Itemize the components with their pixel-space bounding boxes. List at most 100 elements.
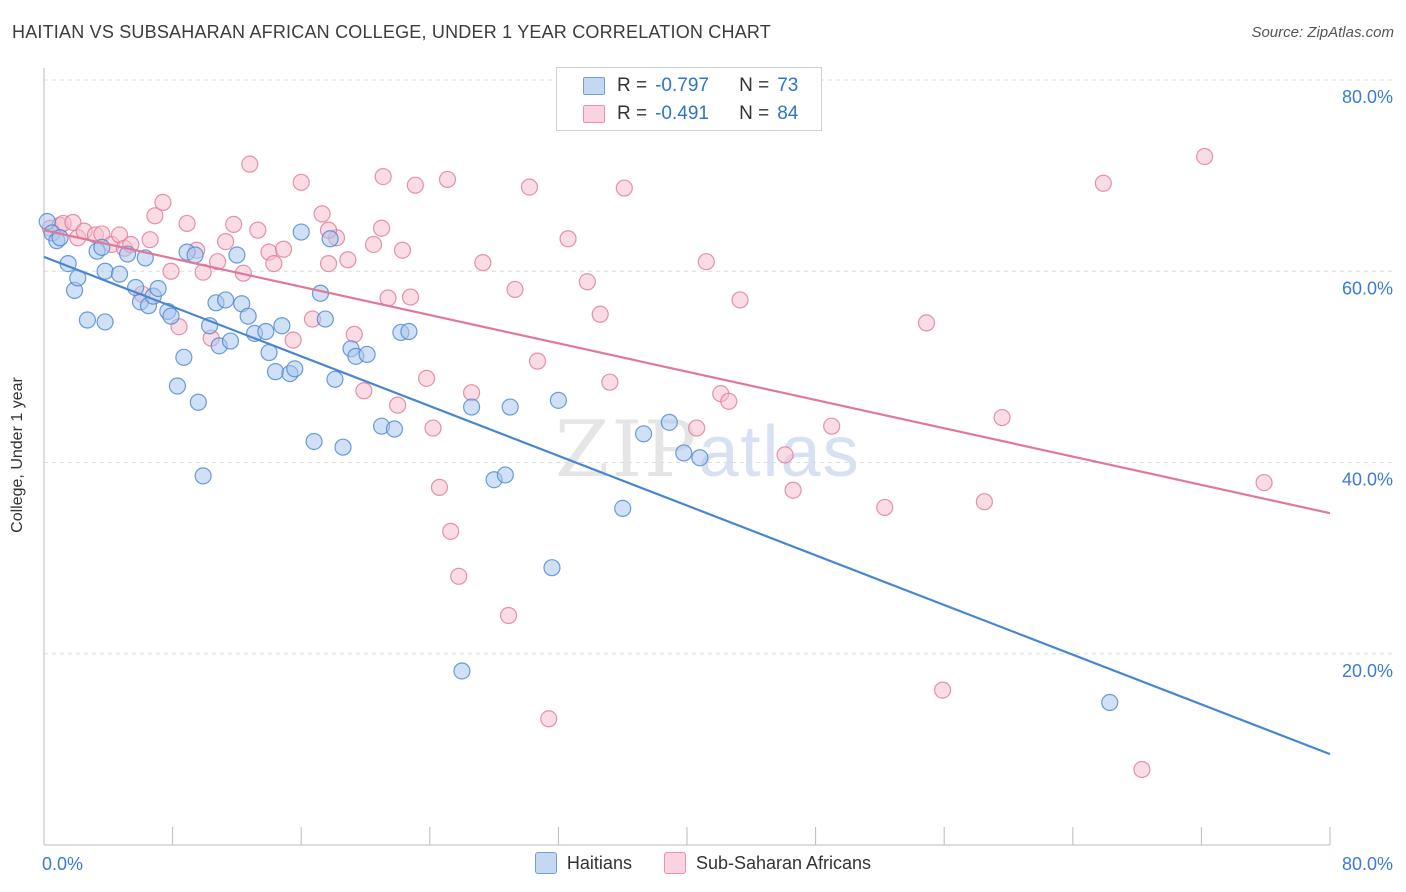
haitian-point: [292, 223, 310, 241]
legend-swatch-haitians: [534, 852, 557, 874]
haitian-point: [385, 420, 404, 438]
subsaharan-point: [917, 314, 936, 332]
subsaharan-point: [249, 221, 267, 239]
subsaharan-point: [591, 305, 609, 323]
haitian-point: [501, 398, 519, 416]
subsaharan-point: [154, 193, 172, 211]
haitian-point: [549, 391, 568, 409]
subsaharan-point: [1133, 760, 1151, 779]
subsaharan-point: [209, 253, 227, 271]
haitian-point: [273, 317, 291, 335]
subsaharan-point: [313, 205, 331, 223]
subsaharan-point: [697, 253, 715, 271]
subsaharan-point: [528, 352, 547, 370]
subsaharan-point: [499, 606, 518, 625]
haitian-point: [1101, 693, 1119, 712]
haitian-point: [634, 425, 653, 443]
legend-swatch-subsaharan: [583, 105, 605, 123]
haitian-point: [78, 311, 97, 329]
subsaharan-point: [474, 254, 492, 272]
subsaharan-point: [578, 273, 596, 291]
subsaharan-point: [274, 240, 293, 258]
subsaharan-point: [615, 179, 633, 197]
haitian-point: [266, 363, 285, 381]
source-label: Source: ZipAtlas.com: [1251, 24, 1394, 41]
subsaharan-point: [823, 417, 841, 435]
subsaharan-point: [933, 681, 952, 699]
haitian-point: [321, 230, 339, 248]
subsaharan-point: [355, 382, 373, 400]
subsaharan-point: [1094, 174, 1112, 192]
legend-item-subsaharan[interactable]: Sub-Saharan Africans: [663, 852, 872, 874]
subsaharan-point: [339, 251, 357, 269]
subsaharan-point: [241, 155, 259, 173]
subsaharan-point: [225, 215, 243, 233]
subsaharan-point: [442, 522, 460, 540]
haitian-point: [110, 265, 129, 283]
haitian-point: [257, 322, 275, 341]
subsaharan-point: [345, 325, 363, 343]
subsaharan-point: [520, 178, 539, 196]
haitian-point: [186, 246, 204, 264]
legend-item-haitians[interactable]: Haitians: [534, 852, 632, 874]
subsaharan-point: [731, 291, 749, 309]
haitian-point: [194, 467, 212, 485]
subsaharan-point: [265, 255, 283, 273]
subsaharan-point: [438, 170, 457, 189]
legend-r-label: R =: [617, 75, 648, 96]
subsaharan-point: [417, 369, 436, 387]
subsaharan-point: [364, 235, 383, 254]
x-tick-label: 0.0%: [42, 854, 83, 874]
y-tick-label: 80.0%: [1342, 87, 1393, 107]
subsaharan-point: [506, 280, 524, 299]
subsaharan-point: [162, 262, 180, 280]
subsaharan-point: [462, 384, 481, 402]
x-tick-label: 80.0%: [1342, 854, 1393, 874]
haitian-trend-line: [43, 255, 1331, 756]
subsaharan-point: [178, 214, 196, 233]
haitian-point: [96, 313, 114, 331]
haitian-point: [660, 413, 678, 431]
legend-r-value: -0.491: [655, 103, 709, 124]
chart-title: HAITIAN VS SUBSAHARAN AFRICAN COLLEGE, U…: [12, 22, 771, 42]
legend-label-subsaharan: Sub-Saharan Africans: [695, 852, 872, 873]
legend-n-label: N =: [739, 103, 770, 124]
subsaharan-point: [372, 219, 391, 237]
y-tick-label: 60.0%: [1342, 278, 1393, 298]
legend-row-haitians: R = -0.797 N = 73: [583, 72, 798, 100]
haitian-point: [691, 449, 709, 467]
haitian-point: [168, 377, 187, 395]
haitian-point: [175, 348, 193, 366]
haitian-point: [305, 432, 323, 451]
subsaharan-trend-line: [43, 229, 1331, 515]
subsaharan-point: [720, 392, 738, 410]
haitian-point: [496, 466, 514, 484]
subsaharan-point: [876, 498, 894, 517]
subsaharan-point: [406, 176, 424, 194]
haitian-point: [358, 345, 376, 364]
haitian-point: [543, 559, 561, 577]
subsaharan-point: [430, 478, 449, 496]
subsaharan-point: [374, 167, 392, 186]
legend-n-value: 73: [777, 75, 799, 96]
subsaharan-point: [284, 331, 302, 349]
legend-n-value: 84: [777, 103, 799, 124]
y-tick-label: 40.0%: [1342, 470, 1393, 490]
subsaharan-point: [393, 241, 412, 259]
subsaharan-point: [319, 255, 338, 273]
subsaharan-point: [688, 419, 706, 437]
y-tick-label: 20.0%: [1342, 661, 1393, 681]
subsaharan-point: [540, 710, 558, 728]
subsaharan-point: [450, 567, 468, 585]
stats-legend: R = -0.797 N = 73 R = -0.491 N = 84: [556, 67, 822, 131]
subsaharan-point: [975, 493, 993, 511]
haitian-point: [239, 307, 257, 325]
haitian-point: [286, 360, 304, 378]
subsaharan-point: [1255, 473, 1273, 492]
subsaharan-point: [1196, 147, 1214, 166]
subsaharan-point: [559, 230, 577, 248]
haitian-point: [334, 438, 352, 456]
legend-r-label: R =: [617, 103, 648, 124]
subsaharan-point: [389, 396, 407, 414]
